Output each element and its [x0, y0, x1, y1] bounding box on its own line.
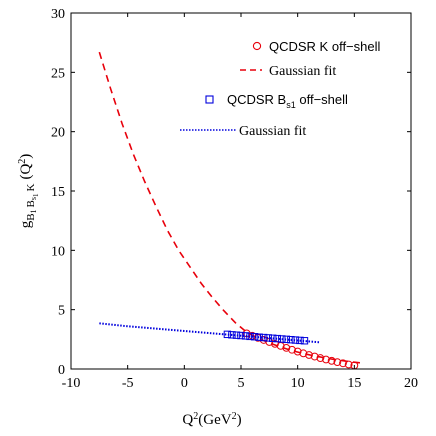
bs1-offshell-point [232, 331, 241, 339]
x-axis-title: Q2(GeV2) [182, 411, 241, 429]
bs1-offshell-point [241, 332, 250, 340]
y-tick-label: 20 [51, 126, 65, 141]
x-tick-label: 10 [291, 376, 305, 391]
k-offshell-point [327, 356, 336, 365]
x-tick-label: 15 [347, 376, 361, 391]
legend-b-marker [205, 95, 214, 104]
bs1-offshell-point [282, 335, 291, 344]
k-gaussian-fit-line [98, 51, 361, 364]
b-gaussian-fit-line [99, 322, 321, 344]
y-tick-label: 30 [51, 7, 65, 22]
axis-ticks: -10 -5 0 5 10 15 20 0 5 10 15 20 25 30 [51, 7, 418, 391]
x-tick-label: 0 [181, 376, 188, 391]
bs1-offshell-point [291, 336, 300, 344]
legend-k-label: QCDSR K off−shell [269, 39, 381, 54]
y-tick-label: 15 [51, 185, 65, 200]
y-axis-title: gB1Bs1K(Q2) [17, 154, 41, 229]
x-tick-label: 5 [238, 376, 245, 391]
x-tick-label: -10 [62, 376, 81, 391]
bs1-offshell-point [223, 330, 232, 339]
k-offshell-point [322, 355, 330, 364]
legend-b-fit-label: Gaussian fit [239, 124, 306, 139]
y-tick-label: 0 [58, 363, 65, 378]
k-offshell-point [344, 360, 353, 369]
k-offshell-point [339, 359, 347, 368]
y-tick-label: 25 [51, 66, 65, 81]
bs1-offshell-point [300, 337, 309, 345]
legend-k-marker [252, 41, 262, 51]
plot-frame [70, 12, 412, 370]
y-tick-label: 5 [58, 304, 65, 319]
legend: QCDSR K off−shell Gaussian fit QCDSR Bs1… [180, 39, 381, 139]
legend-k-fit-label: Gaussian fit [269, 64, 336, 79]
chart-marks [98, 51, 361, 370]
y-tick-label: 10 [51, 244, 65, 259]
x-tick-label: -5 [122, 376, 134, 391]
k-offshell-point [333, 358, 342, 367]
x-tick-label: 20 [404, 376, 418, 391]
legend-b-label: QCDSR Bs1 off−shell [227, 92, 348, 110]
